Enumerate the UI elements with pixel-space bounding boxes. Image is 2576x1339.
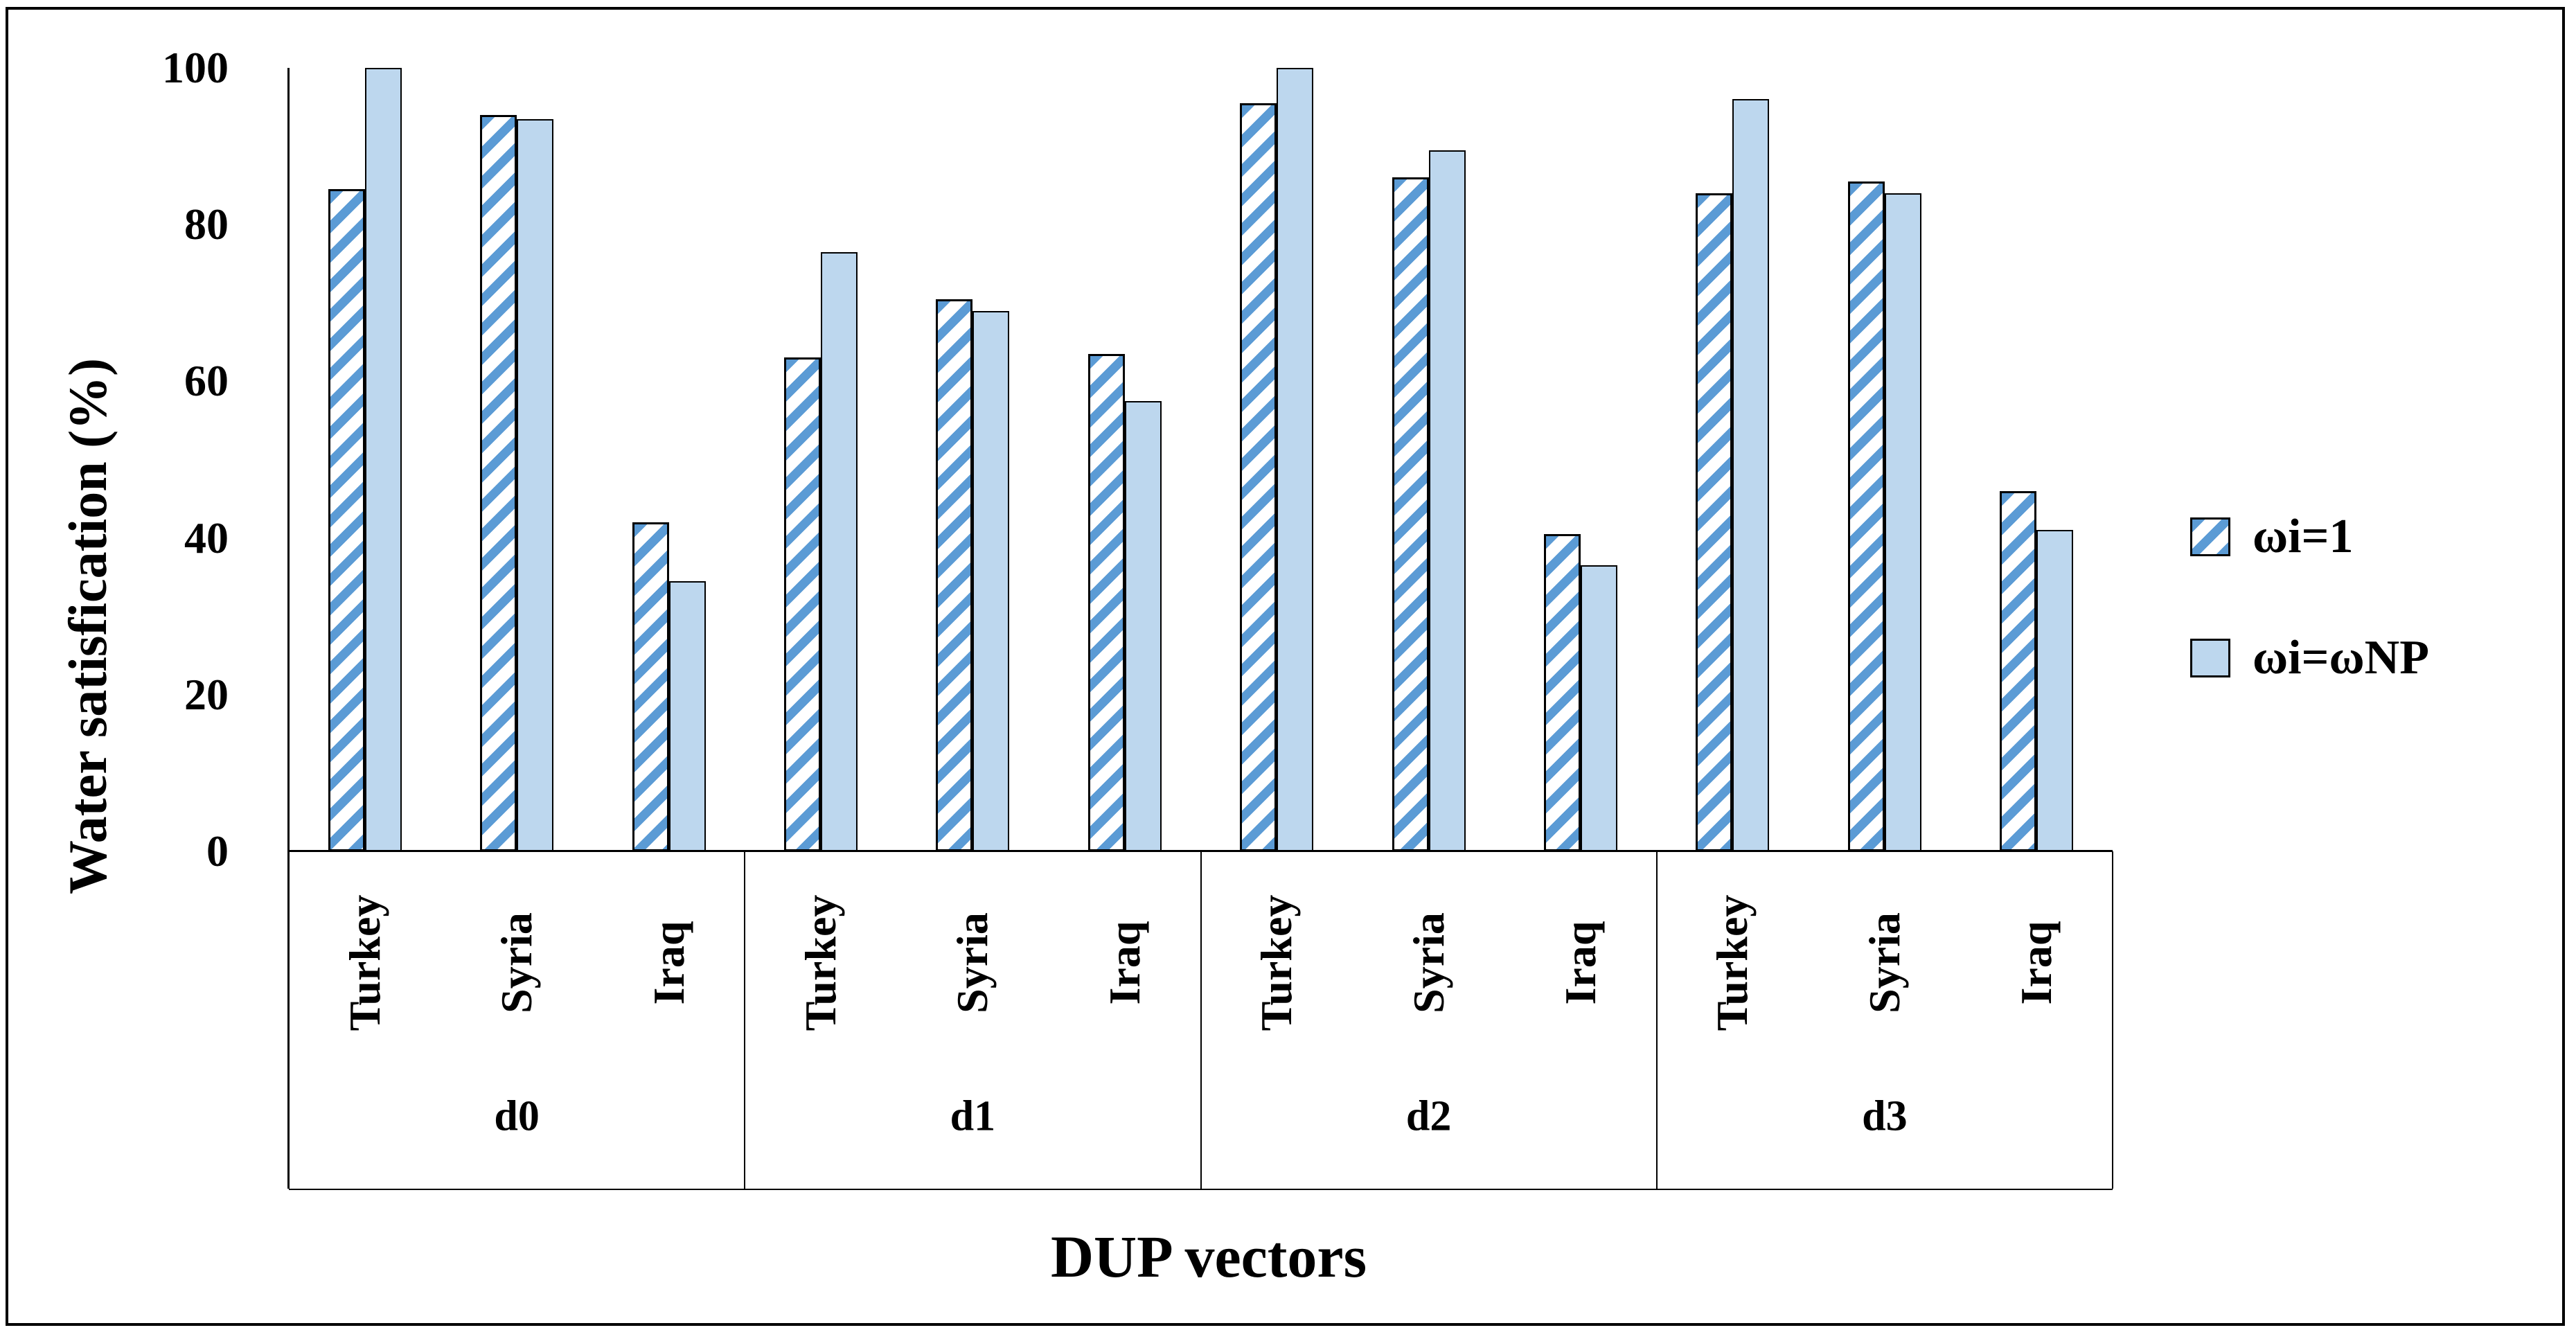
x-axis-line [289, 850, 2113, 852]
y-tick-label: 60 [184, 356, 229, 406]
bar-d2-turkey-wiNP [1277, 68, 1314, 851]
legend-item-wiNP: ωi=ωNP [2190, 631, 2429, 684]
bar-d0-syria-wi1 [480, 114, 517, 851]
bar-d3-turkey-wi1 [1696, 193, 1733, 851]
category-label-turkey: Turkey [1707, 894, 1757, 1031]
legend-label-wi1: ωi=1 [2253, 510, 2354, 563]
category-label-iraq: Iraq [1099, 921, 1149, 1005]
bar-d3-iraq-wi1 [2000, 490, 2037, 851]
bar-d0-turkey-wiNP [364, 68, 402, 851]
y-tick-label: 0 [206, 826, 229, 876]
bar-d2-iraq-wiNP [1581, 565, 1618, 851]
category-label-iraq: Iraq [643, 921, 693, 1005]
group-separator-line [744, 851, 746, 1189]
legend-swatch-solid-icon [2190, 639, 2230, 677]
group-label-d3: d3 [1862, 1092, 1908, 1140]
bar-d2-syria-wiNP [1428, 150, 1466, 851]
bar-d3-syria-wi1 [1847, 181, 1885, 851]
category-label-turkey: Turkey [339, 894, 389, 1031]
y-axis-line [287, 68, 290, 1189]
x-axis-title: DUP vectors [1050, 1223, 1367, 1290]
bar-d3-iraq-wiNP [2036, 530, 2074, 851]
category-label-syria: Syria [1859, 912, 1909, 1013]
group-label-d0: d0 [494, 1092, 540, 1140]
bar-d1-syria-wiNP [972, 310, 1010, 851]
group-label-d2: d2 [1405, 1092, 1452, 1140]
category-label-turkey: Turkey [1252, 894, 1302, 1031]
bar-d0-syria-wiNP [517, 118, 554, 851]
category-label-iraq: Iraq [2011, 921, 2061, 1005]
bar-d2-syria-wi1 [1392, 177, 1429, 851]
figure-border: Water satisfication (%) DUP vectors 0 20 4… [6, 7, 2565, 1326]
bar-d1-turkey-wi1 [783, 357, 821, 851]
category-label-syria: Syria [492, 912, 542, 1013]
category-bottom-line [289, 1189, 2113, 1190]
bar-d2-iraq-wi1 [1544, 533, 1581, 851]
bar-d3-turkey-wiNP [1732, 99, 1770, 851]
legend-label-wiNP: ωi=ωNP [2253, 631, 2429, 684]
group-label-d1: d1 [950, 1092, 996, 1140]
bar-d0-turkey-wi1 [328, 189, 365, 851]
y-tick-label: 40 [184, 513, 229, 562]
bar-d1-turkey-wiNP [820, 251, 858, 851]
category-label-turkey: Turkey [795, 894, 845, 1031]
bar-d0-iraq-wi1 [632, 522, 669, 851]
bar-d1-iraq-wi1 [1087, 353, 1125, 851]
bar-d2-turkey-wi1 [1240, 103, 1277, 851]
group-separator-line [2112, 851, 2113, 1189]
category-label-syria: Syria [1403, 912, 1453, 1013]
y-tick-label: 20 [184, 669, 229, 719]
y-axis-title: Water satisfication (%) [57, 357, 118, 895]
category-label-syria: Syria [948, 912, 997, 1013]
legend-item-wi1: ωi=1 [2190, 510, 2354, 563]
bar-d3-syria-wiNP [1884, 193, 1921, 851]
y-tick-label: 80 [184, 199, 229, 249]
bar-d1-iraq-wiNP [1124, 400, 1162, 851]
group-separator-line [1200, 851, 1202, 1189]
bar-d1-syria-wi1 [936, 299, 973, 851]
category-label-iraq: Iraq [1556, 921, 1606, 1005]
y-tick-label: 100 [162, 43, 229, 92]
group-separator-line [1655, 851, 1658, 1189]
bar-d0-iraq-wiNP [668, 580, 706, 851]
legend-swatch-hatched-icon [2190, 517, 2230, 556]
